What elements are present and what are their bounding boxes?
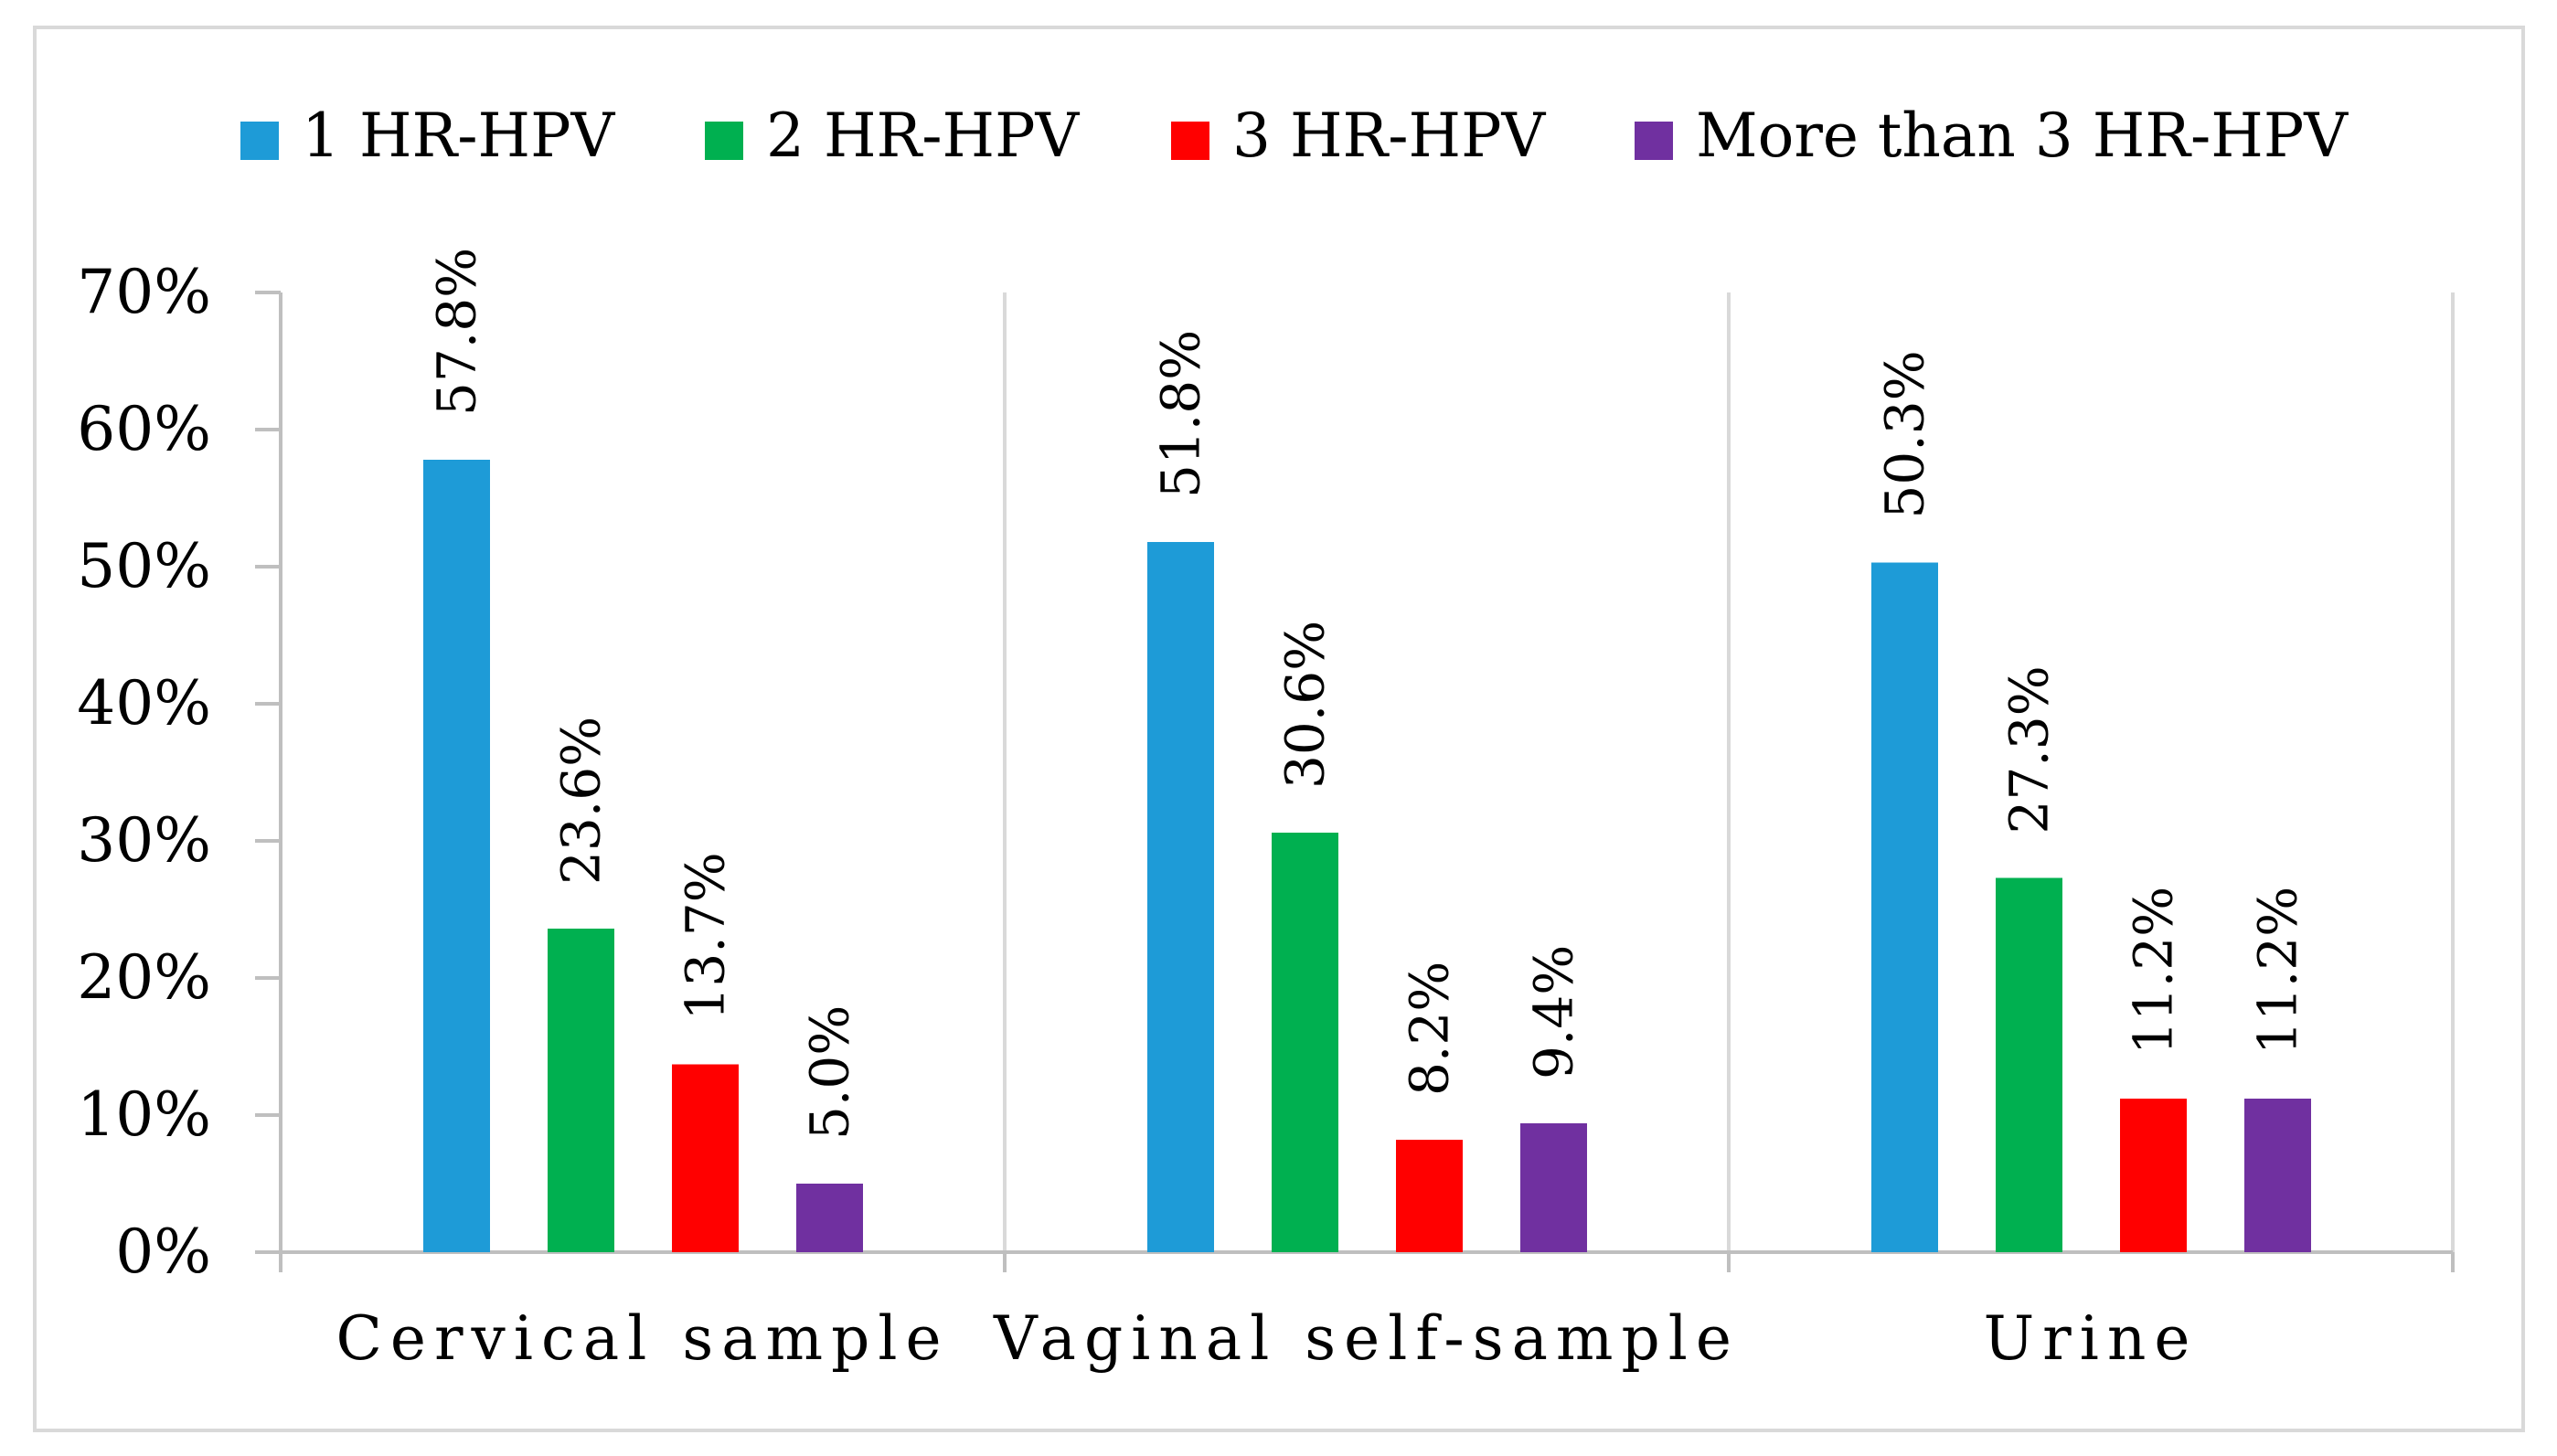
y-tick-label: 0% [115,1217,211,1287]
y-tick-label: 10% [77,1079,211,1150]
bar-2-1 [548,929,614,1252]
legend-swatch-1 [240,122,279,160]
y-tick-label: 20% [77,942,211,1013]
bar-3-2 [1396,1140,1463,1252]
bar-4-2 [1520,1123,1587,1252]
bar-3-3 [2120,1099,2187,1252]
bar-1-3 [1871,562,1938,1252]
legend-label-1: 1 HR-HPV [302,101,615,171]
data-label: 50.3% [1874,350,1936,518]
data-label: 11.2% [2247,887,2309,1055]
bar-3-1 [672,1064,739,1252]
category-label: Cervical sample [336,1303,949,1374]
bars [423,460,2311,1252]
data-label: 30.6% [1274,621,1337,789]
bar-4-1 [796,1184,863,1252]
data-label: 8.2% [1399,962,1461,1096]
category-label: Urine [1984,1303,2199,1374]
y-tick-label: 30% [77,805,211,876]
category-label: Vaginal self-sample [993,1303,1740,1374]
bar-2-3 [1996,877,2062,1252]
y-tick-label: 60% [77,394,211,464]
legend-swatch-4 [1635,122,1673,160]
bar-2-2 [1272,833,1338,1252]
legend-swatch-3 [1171,122,1209,160]
data-labels: 57.8% 23.6% 13.7% 5.0% 51.8% 30.6% 8.2% 9.4% 50.… [426,248,2309,1140]
category-separators [1003,292,2455,1252]
data-label: 51.8% [1150,330,1212,498]
data-label: 9.4% [1523,945,1585,1079]
legend-label-2: 2 HR-HPV [766,101,1080,171]
y-tick-label: 40% [77,668,211,739]
data-label: 57.8% [426,248,488,416]
legend: 1 HR-HPV 2 HR-HPV 3 HR-HPV More than 3 HR-H… [240,101,2349,171]
data-label: 11.2% [2123,887,2185,1055]
bar-4-3 [2244,1099,2311,1252]
data-label: 27.3% [1998,665,2061,834]
y-tick-label: 50% [77,531,211,601]
y-axis: 0% 10% 20% 30% 40% 50% 60% 70% [77,257,282,1287]
bar-1-2 [1147,542,1214,1252]
bar-1-1 [423,460,490,1252]
data-label: 23.6% [550,717,613,885]
legend-label-3: 3 HR-HPV [1232,101,1546,171]
data-label: 13.7% [675,852,737,1020]
legend-label-4: More than 3 HR-HPV [1696,101,2349,171]
x-axis: Cervical sample Vaginal self-sample Urine [279,1250,2455,1374]
legend-swatch-2 [705,122,743,160]
y-tick-label: 70% [77,257,211,327]
data-label: 5.0% [799,1005,861,1140]
